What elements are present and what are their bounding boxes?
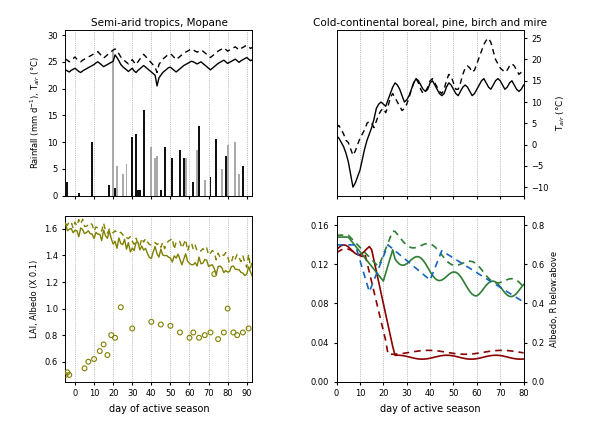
Bar	[198, 126, 200, 196]
Point	[107, 332, 116, 338]
Point	[110, 335, 120, 341]
X-axis label: day of active season: day of active season	[109, 404, 209, 414]
Bar	[116, 166, 118, 196]
Bar	[171, 158, 173, 196]
Point	[116, 304, 126, 311]
Bar	[143, 110, 145, 196]
Bar	[252, 94, 253, 196]
Point	[89, 356, 99, 363]
Bar	[114, 188, 116, 196]
Point	[165, 322, 175, 329]
Bar	[242, 166, 244, 196]
Bar	[108, 185, 110, 196]
Bar	[135, 134, 137, 196]
Point	[228, 329, 238, 336]
Point	[83, 358, 93, 365]
Bar	[160, 190, 162, 196]
Bar	[183, 158, 184, 196]
Point	[80, 365, 89, 372]
Y-axis label: LAI, Albedo (X 0.1): LAI, Albedo (X 0.1)	[30, 259, 39, 338]
Bar	[192, 182, 194, 196]
Point	[194, 335, 203, 341]
Bar	[221, 169, 223, 196]
Point	[223, 305, 233, 312]
Bar	[137, 190, 139, 196]
Title: Semi-arid tropics, Mopane: Semi-arid tropics, Mopane	[90, 17, 227, 28]
Bar	[234, 142, 236, 196]
Y-axis label: T$_{air}$ (°C): T$_{air}$ (°C)	[555, 95, 567, 131]
Bar	[151, 148, 152, 196]
Point	[233, 332, 242, 338]
Bar	[65, 121, 66, 196]
Bar	[227, 145, 228, 196]
Point	[206, 329, 215, 336]
Bar	[196, 150, 198, 196]
Point	[209, 271, 219, 277]
Point	[200, 332, 209, 338]
Point	[61, 371, 70, 378]
Bar	[204, 180, 206, 196]
Bar	[215, 139, 217, 196]
Bar	[112, 51, 114, 196]
Title: Cold-continental boreal, pine, birch and mire: Cold-continental boreal, pine, birch and…	[313, 17, 547, 28]
Bar	[179, 150, 181, 196]
Bar	[164, 148, 165, 196]
Y-axis label: Albedo, R below:above: Albedo, R below:above	[550, 251, 559, 347]
Point	[184, 335, 194, 341]
Point	[62, 369, 72, 376]
Point	[99, 341, 108, 348]
Bar	[154, 158, 156, 196]
Bar	[67, 182, 68, 196]
X-axis label: day of active season: day of active season	[380, 404, 480, 414]
Bar	[131, 137, 133, 196]
Bar	[139, 190, 141, 196]
Point	[244, 325, 253, 332]
Point	[238, 329, 248, 336]
Point	[189, 329, 198, 336]
Bar	[238, 174, 240, 196]
Bar	[78, 193, 80, 196]
Bar	[156, 156, 158, 196]
Bar	[225, 156, 227, 196]
Bar	[91, 142, 93, 196]
Bar	[209, 177, 211, 196]
Point	[214, 336, 223, 343]
Point	[103, 351, 112, 358]
Point	[64, 371, 74, 378]
Bar	[122, 174, 124, 196]
Point	[127, 325, 137, 332]
Y-axis label: Rainfall (mm d$^{-1}$), T$_{air}$ (°C): Rainfall (mm d$^{-1}$), T$_{air}$ (°C)	[28, 56, 42, 169]
Point	[156, 321, 165, 328]
Point	[146, 318, 156, 325]
Point	[175, 329, 184, 336]
Point	[219, 329, 228, 336]
Point	[95, 348, 105, 354]
Bar	[126, 164, 127, 196]
Bar	[185, 158, 186, 196]
